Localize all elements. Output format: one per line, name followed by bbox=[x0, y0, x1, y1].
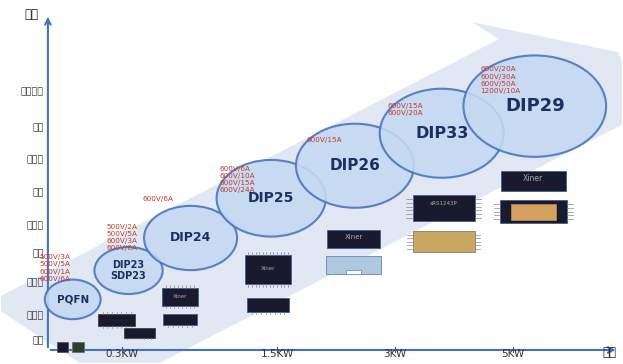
Polygon shape bbox=[0, 22, 623, 364]
Bar bbox=[412, 231, 475, 252]
Text: 500V/3A
500V/5A
600V/1A
600V/6A: 500V/3A 500V/5A 600V/1A 600V/6A bbox=[40, 254, 71, 282]
Text: 3KW: 3KW bbox=[384, 349, 407, 359]
Ellipse shape bbox=[217, 160, 326, 237]
Bar bbox=[72, 342, 85, 352]
Bar bbox=[500, 201, 567, 223]
Text: 600V/15A: 600V/15A bbox=[307, 137, 342, 143]
Bar bbox=[162, 288, 198, 306]
Text: Xiner: Xiner bbox=[522, 174, 543, 183]
Text: DIP25: DIP25 bbox=[248, 191, 295, 205]
Text: DIP24: DIP24 bbox=[170, 232, 211, 245]
Text: Xiner: Xiner bbox=[173, 294, 187, 299]
Text: 500V/2A
500V/5A
600V/3A
600V/6A: 500V/2A 500V/5A 600V/3A 600V/6A bbox=[107, 223, 138, 251]
Text: Xiner: Xiner bbox=[261, 266, 275, 271]
Bar bbox=[511, 204, 556, 219]
Bar bbox=[163, 314, 197, 325]
Ellipse shape bbox=[296, 124, 414, 208]
Ellipse shape bbox=[380, 89, 504, 178]
Bar bbox=[326, 256, 381, 274]
Text: 循环泵: 循环泵 bbox=[26, 311, 44, 320]
Bar bbox=[245, 254, 292, 284]
Text: 冰箱: 冰箱 bbox=[32, 250, 44, 259]
Text: 伺服: 伺服 bbox=[32, 123, 44, 132]
Bar bbox=[57, 342, 68, 352]
Text: 洗衣机: 洗衣机 bbox=[26, 221, 44, 230]
Text: 应用: 应用 bbox=[24, 8, 38, 20]
Bar bbox=[501, 171, 566, 191]
Text: 风机: 风机 bbox=[32, 336, 44, 345]
Text: 5KW: 5KW bbox=[502, 349, 525, 359]
Bar bbox=[327, 230, 380, 248]
Text: DIP33: DIP33 bbox=[415, 126, 468, 141]
Text: 变频器: 变频器 bbox=[26, 156, 44, 165]
Text: 功率: 功率 bbox=[602, 346, 616, 359]
Text: DIP26: DIP26 bbox=[330, 158, 381, 173]
Text: Xiner: Xiner bbox=[345, 234, 363, 240]
Text: 空调: 空调 bbox=[32, 188, 44, 197]
Bar bbox=[412, 195, 475, 221]
Ellipse shape bbox=[144, 206, 237, 270]
Text: DIP29: DIP29 bbox=[505, 97, 564, 115]
Text: xRS1243P: xRS1243P bbox=[430, 201, 457, 206]
Text: 600V/6A: 600V/6A bbox=[143, 197, 174, 202]
Text: 600V/15A
600V/20A: 600V/15A 600V/20A bbox=[387, 103, 423, 116]
Text: 油烟机: 油烟机 bbox=[26, 279, 44, 288]
Ellipse shape bbox=[464, 55, 606, 157]
Text: PQFN: PQFN bbox=[57, 294, 89, 304]
Text: 0.3KW: 0.3KW bbox=[106, 349, 139, 359]
Text: DIP23
SDP23: DIP23 SDP23 bbox=[111, 260, 146, 281]
Bar bbox=[98, 314, 135, 326]
Text: 1.5KW: 1.5KW bbox=[261, 349, 294, 359]
Bar bbox=[412, 231, 475, 252]
Text: 600V/20A
600V/30A
600V/50A
1200V/10A: 600V/20A 600V/30A 600V/50A 1200V/10A bbox=[480, 66, 520, 94]
Ellipse shape bbox=[45, 280, 101, 319]
Ellipse shape bbox=[95, 247, 163, 294]
Text: 商用空调: 商用空调 bbox=[21, 87, 44, 96]
Bar bbox=[123, 328, 155, 337]
Text: 600V/6A
600V/10A
600V/15A
600V/24A: 600V/6A 600V/10A 600V/15A 600V/24A bbox=[220, 166, 255, 194]
Bar bbox=[346, 270, 361, 274]
Bar bbox=[247, 298, 289, 312]
